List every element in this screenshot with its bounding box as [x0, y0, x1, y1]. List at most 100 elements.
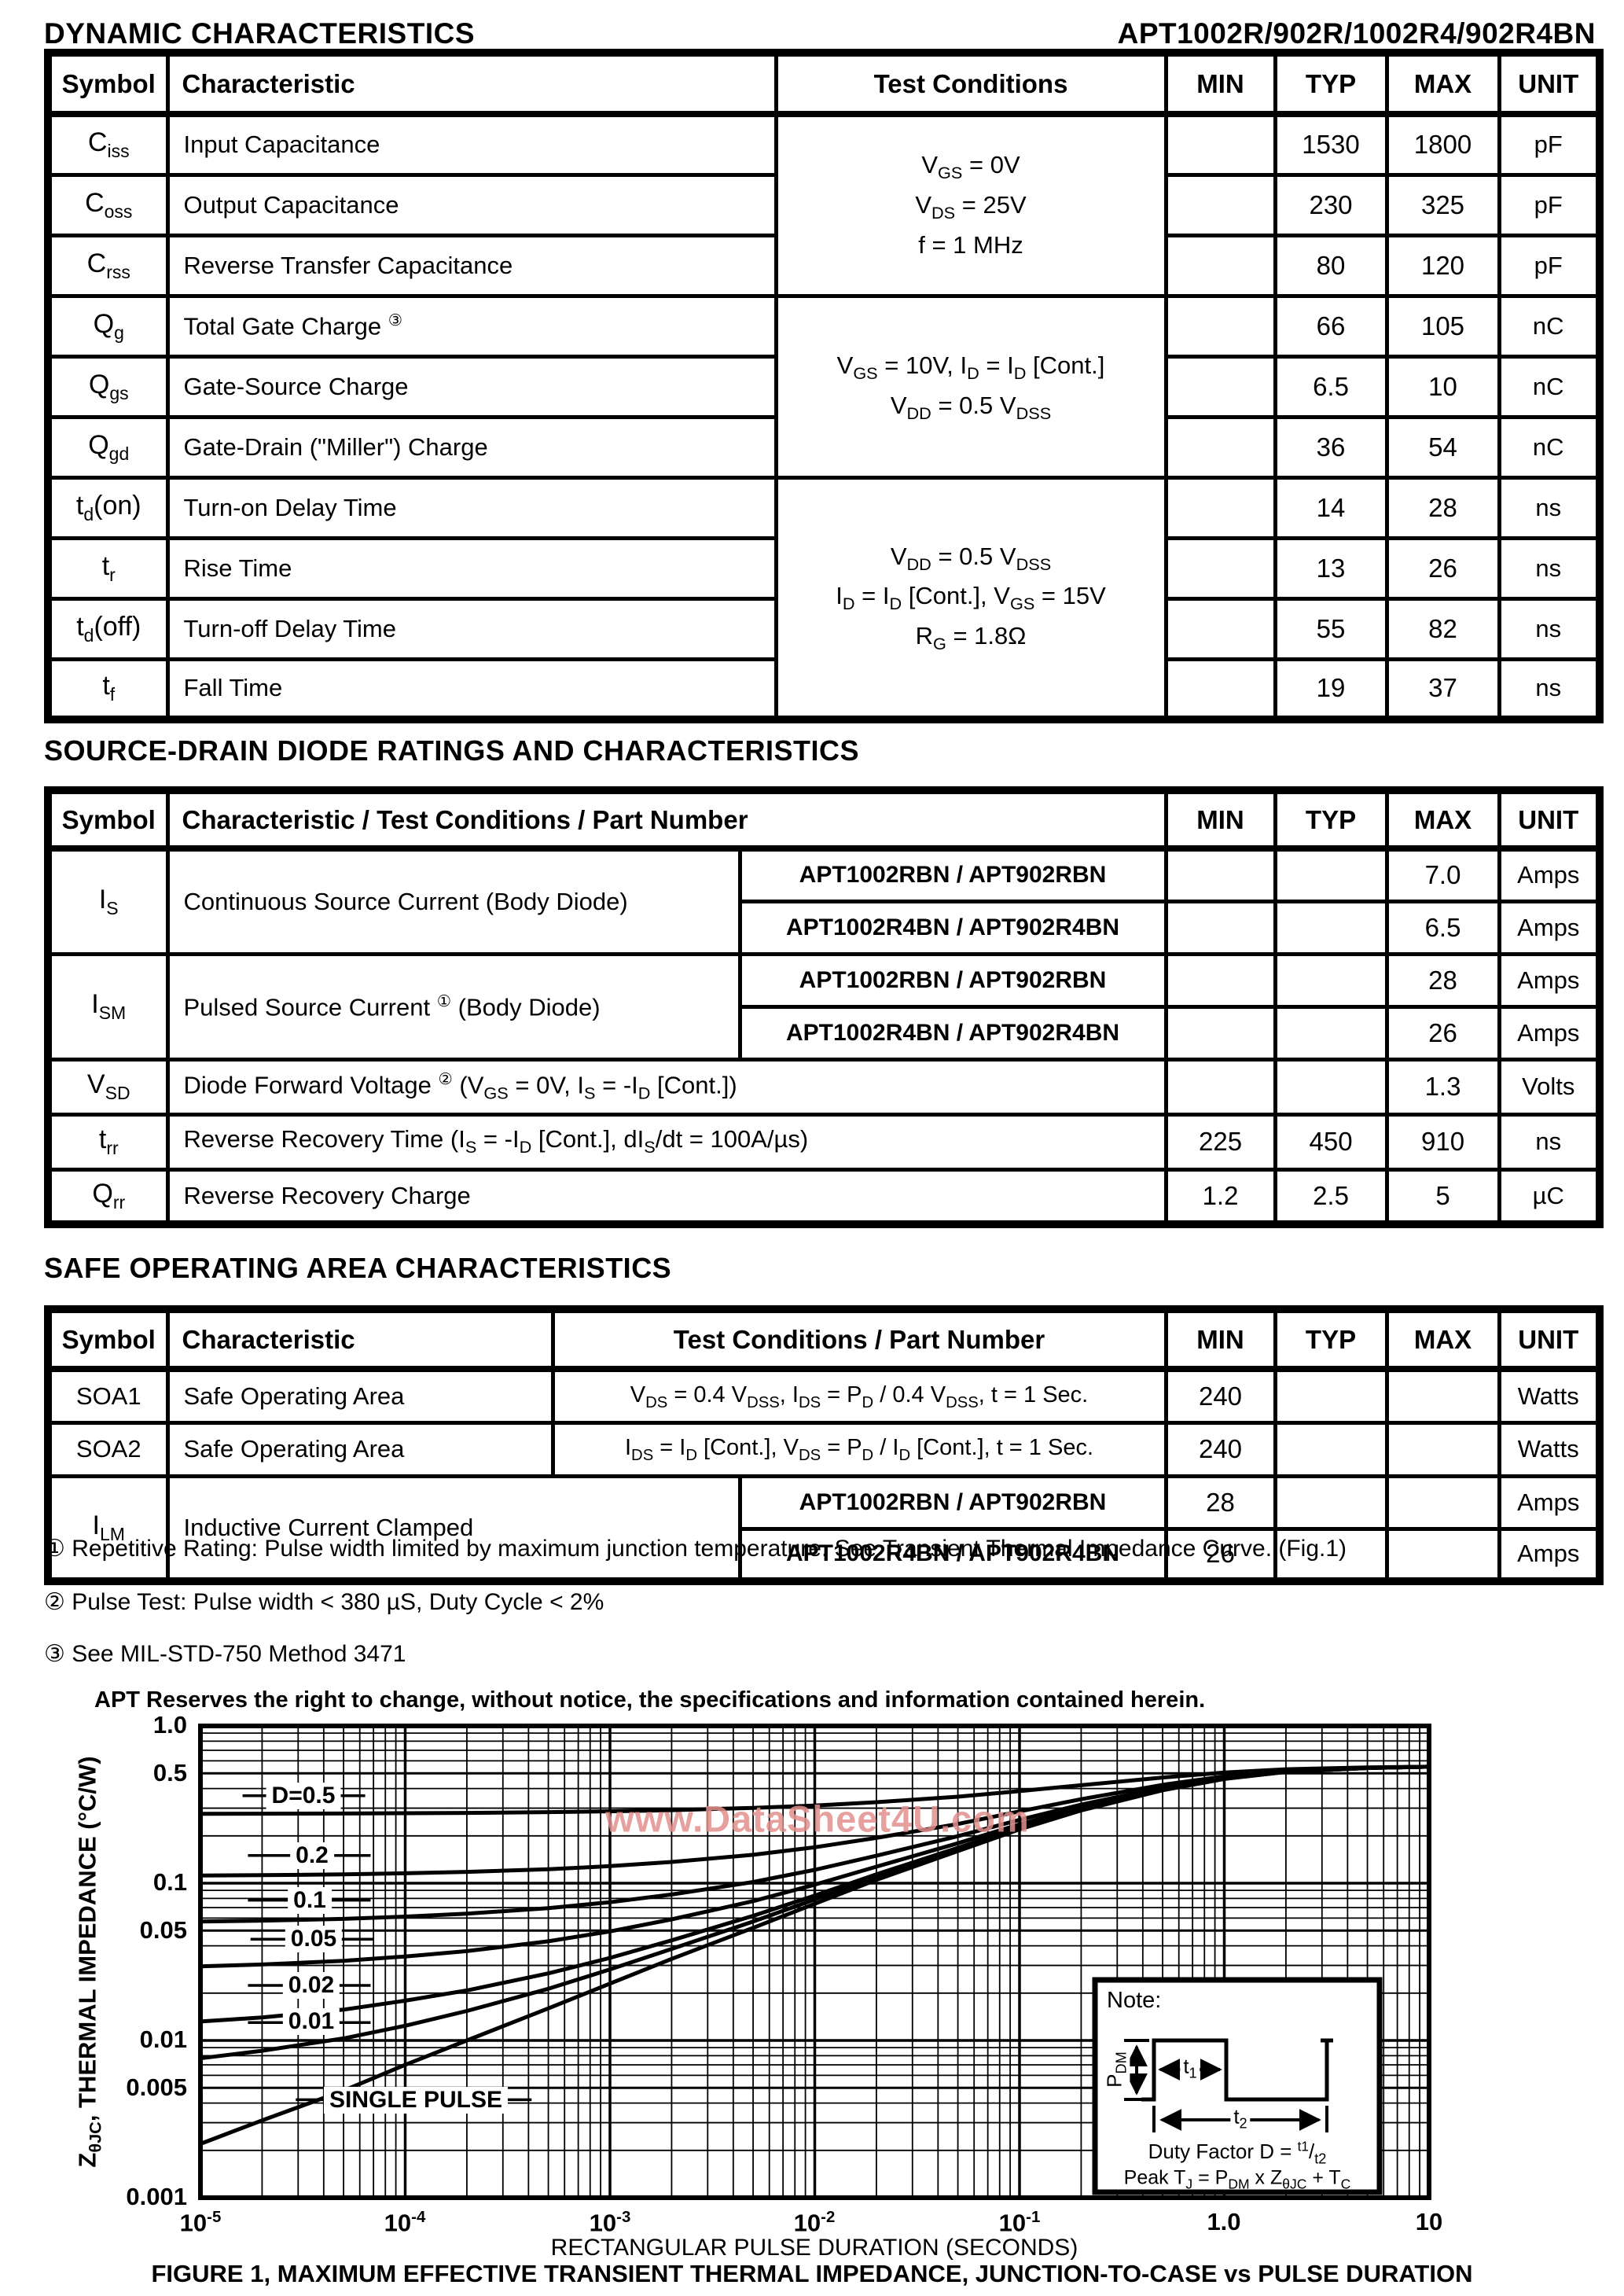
- page-title: DYNAMIC CHARACTERISTICS: [44, 17, 475, 50]
- part-numbers: APT1002R/902R/1002R4/902R4BN: [1117, 17, 1596, 50]
- table-row: trr Reverse Recovery Time (IS = -ID [Con…: [46, 1112, 1602, 1172]
- x-tick: 10-5: [179, 2208, 222, 2237]
- col-header-min: MIN: [1163, 788, 1277, 852]
- symbol-qrr: Qrr: [46, 1167, 170, 1227]
- symbol-td-off: td(off): [46, 596, 170, 661]
- col-header-symbol: Symbol: [46, 50, 170, 117]
- note-pdm-label: PDM: [1102, 2049, 1130, 2090]
- table-row: Coss Output Capacitance 230 325 pF: [46, 172, 1602, 237]
- col-header-characteristic: Characteristic: [165, 50, 778, 117]
- y-tick: 0.5: [152, 1759, 187, 1786]
- curve-label-005: 0.05: [285, 1926, 343, 1952]
- page-header: DYNAMIC CHARACTERISTICS APT1002R/902R/10…: [44, 17, 1596, 50]
- note-t2-label: t2: [1230, 2104, 1251, 2132]
- col-header-min: MIN: [1163, 1307, 1277, 1372]
- x-tick: 10-3: [589, 2208, 631, 2237]
- symbol-tf: tf: [46, 657, 170, 722]
- part-number: APT1002R4BN / APT902R4BN: [737, 1004, 1168, 1062]
- y-tick: 0.05: [139, 1916, 187, 1944]
- col-header-test-conditions: Test Conditions / Part Number: [550, 1307, 1168, 1372]
- x-tick: 10: [1415, 2208, 1443, 2235]
- col-header-symbol: Symbol: [46, 788, 170, 852]
- curve-label-002: 0.02: [282, 1972, 340, 1999]
- symbol-td-on: td(on): [46, 475, 170, 540]
- y-tick: 1.0: [152, 1711, 187, 1739]
- table-header-row: Symbol Characteristic Test Conditions MI…: [46, 50, 1602, 117]
- curve-single-pulse: [200, 1764, 1430, 2146]
- figure-caption: FIGURE 1, MAXIMUM EFFECTIVE TRANSIENT TH…: [151, 2260, 1473, 2287]
- col-header-max: MAX: [1384, 788, 1501, 852]
- pulse-waveform: [1141, 2038, 1333, 2102]
- curve-label-d05: D=0.5: [266, 1783, 341, 1809]
- symbol-ciss: Ciss: [46, 112, 170, 177]
- col-header-test-conditions: Test Conditions: [773, 50, 1168, 117]
- table-row: APT1002R4BN / APT902R4BN 26 Amps: [48, 1004, 1602, 1062]
- test-conditions-charge: VGS = 10V, ID = ID [Cont.] VDD = 0.5 VDS…: [773, 293, 1168, 480]
- table-row: td(on) Turn-on Delay Time VDD = 0.5 VDSS…: [46, 475, 1602, 722]
- curve-label-single-pulse: SINGLE PULSE: [323, 2087, 509, 2114]
- col-header-characteristic: Characteristic: [165, 1307, 555, 1372]
- chart-curves: [200, 1764, 1430, 2146]
- footnote-2: ② Pulse Test: Pulse width < 380 µS, Duty…: [44, 1589, 604, 1615]
- table-row: ISM Pulsed Source Current ① (Body Diode)…: [46, 951, 1602, 1062]
- col-header-symbol: Symbol: [46, 1307, 170, 1372]
- x-tick: 10-1: [998, 2208, 1041, 2237]
- y-tick: 0.005: [126, 2073, 187, 2101]
- footnote-1: ① Repetitive Rating: Pulse width limited…: [44, 1536, 1347, 1562]
- y-tick: 0.01: [139, 2026, 187, 2053]
- col-header-typ: TYP: [1273, 1307, 1389, 1372]
- section-title-diode: SOURCE-DRAIN DIODE RATINGS AND CHARACTER…: [44, 734, 860, 767]
- chart-y-axis-label: ZθJC, THERMAL IMPEDANCE (°C/W): [73, 1756, 105, 2168]
- symbol-tr: tr: [46, 535, 170, 601]
- part-number: APT1002R4BN / APT902R4BN: [737, 1526, 1168, 1584]
- table-row: Qgd Gate-Drain ("Miller") Charge 36 54 n…: [46, 414, 1602, 480]
- col-header-max: MAX: [1384, 50, 1501, 117]
- symbol-ilm: ILM: [46, 1474, 170, 1584]
- col-header-typ: TYP: [1273, 50, 1389, 117]
- x-tick: 10-4: [384, 2208, 426, 2237]
- curve-d-0.5: [200, 1764, 1430, 1816]
- table-row: VSD Diode Forward Voltage ② (VGS = 0V, I…: [46, 1057, 1602, 1117]
- x-tick: 10-2: [793, 2208, 836, 2237]
- part-number: APT1002RBN / APT902RBN: [737, 1474, 1168, 1531]
- table-row: Crss Reverse Transfer Capacitance 80 120…: [46, 233, 1602, 298]
- test-conditions-switching: VDD = 0.5 VDSS ID = ID [Cont.], VGS = 15…: [773, 475, 1168, 722]
- section-title-soa: SAFE OPERATING AREA CHARACTERISTICS: [44, 1252, 672, 1284]
- col-header-max: MAX: [1384, 1307, 1501, 1372]
- table-row: Qg Total Gate Charge ③ VGS = 10V, ID = I…: [46, 293, 1602, 480]
- diode-ratings-table: Symbol Characteristic / Test Conditions …: [44, 786, 1604, 1228]
- table-row: ILM Inductive Current Clamped APT1002RBN…: [46, 1474, 1602, 1584]
- x-tick: 1.0: [1207, 2208, 1241, 2235]
- col-header-unit: UNIT: [1497, 788, 1602, 852]
- curve-label-001: 0.01: [282, 2008, 340, 2035]
- curve-label-01: 0.1: [288, 1887, 332, 1914]
- watermark: www.DataSheet4U.com: [605, 1797, 1030, 1840]
- test-conditions-capacitance: VGS = 0V VDS = 25V f = 1 MHz: [773, 112, 1168, 298]
- table-row: APT1002R4BN / APT902R4BN 6.5 Amps: [48, 899, 1602, 956]
- note-box: [1092, 1977, 1383, 2195]
- table-row: td(off) Turn-off Delay Time 55 82 ns: [46, 596, 1602, 661]
- part-number: APT1002RBN / APT902RBN: [737, 846, 1168, 903]
- symbol-soa2: SOA2: [46, 1420, 170, 1478]
- table-row: tf Fall Time 19 37 ns: [46, 657, 1602, 722]
- symbol-trr: trr: [46, 1112, 170, 1172]
- plot-border: [198, 1724, 1431, 2200]
- note-t1-label: t1: [1180, 2054, 1200, 2082]
- col-header-typ: TYP: [1273, 788, 1389, 852]
- symbol-qgs: Qgs: [46, 354, 170, 419]
- table-header-row: Symbol Characteristic Test Conditions / …: [46, 1307, 1602, 1372]
- table-row: IS Continuous Source Current (Body Diode…: [46, 846, 1602, 956]
- col-header-min: MIN: [1163, 50, 1277, 117]
- note-duty-factor: Duty Factor D = t1/t2: [1148, 2138, 1327, 2167]
- symbol-crss: Crss: [46, 233, 170, 298]
- note-title: Note:: [1107, 1988, 1162, 2013]
- table-row: SOA2 Safe Operating Area IDS = ID [Cont.…: [46, 1420, 1602, 1478]
- dynamic-characteristics-table: Symbol Characteristic Test Conditions MI…: [44, 49, 1604, 723]
- symbol-is: IS: [46, 846, 170, 956]
- symbol-qg: Qg: [46, 293, 170, 359]
- table-row: Qgs Gate-Source Charge 6.5 10 nC: [46, 354, 1602, 419]
- chart-x-axis-label: RECTANGULAR PULSE DURATION (SECONDS): [550, 2235, 1078, 2261]
- curve-label-02: 0.2: [290, 1842, 334, 1869]
- table-row: Ciss Input Capacitance VGS = 0V VDS = 25…: [46, 112, 1602, 298]
- part-number: APT1002R4BN / APT902R4BN: [737, 899, 1168, 956]
